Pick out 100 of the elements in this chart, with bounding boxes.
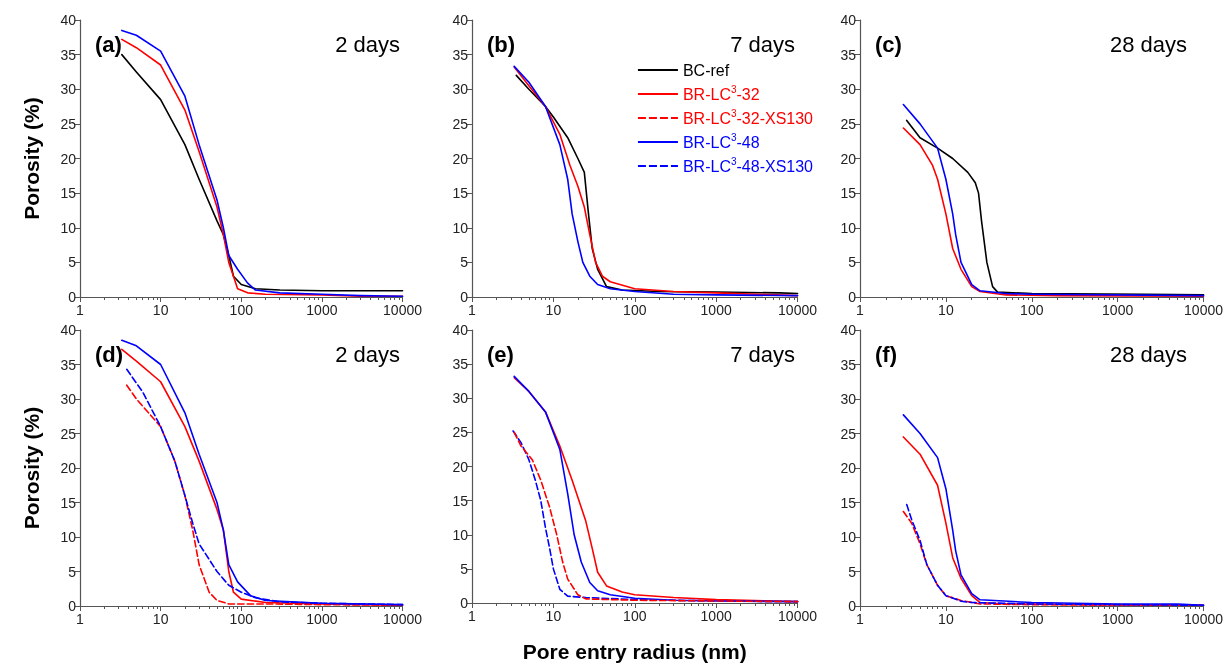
text: (a)	[95, 31, 122, 57]
y-axis-title: Porosity (%)	[20, 406, 43, 530]
text: (c)	[875, 31, 902, 57]
y-tick-label: 20	[60, 150, 77, 167]
y-tick-label: 20	[452, 458, 469, 475]
y-tick-label: 10	[60, 219, 77, 236]
y-tick-label: 40	[60, 12, 77, 28]
y-tick-label: 5	[848, 254, 857, 271]
x-tick-label: 100	[623, 302, 647, 318]
text: (b)	[487, 31, 516, 57]
x-tick-label: 100	[1020, 302, 1044, 318]
x-tick-label: 1	[468, 302, 477, 318]
y-tick-label: 30	[452, 390, 469, 407]
text: 28 days	[1109, 31, 1188, 57]
x-tick-label: 1	[856, 302, 865, 318]
y-tick-label: 35	[60, 46, 77, 63]
text: 7 days	[730, 341, 796, 367]
y-tick-label: 10	[452, 219, 469, 236]
y-tick-label: 0	[68, 289, 77, 305]
text: (d)	[95, 341, 124, 367]
y-tick-label: 15	[840, 185, 857, 202]
y-tick-label: 10	[452, 526, 469, 543]
y-tick-label: 10	[840, 219, 857, 236]
y-tick-label: 30	[840, 391, 857, 407]
text: 2 days	[335, 341, 401, 367]
y-tick-label: 15	[60, 185, 77, 202]
x-tick-label: 1000	[700, 608, 732, 624]
y-tick-label: 25	[60, 425, 77, 442]
y-tick-label: 15	[60, 494, 77, 511]
y-tick-label: 40	[452, 322, 469, 338]
y-tick-label: 0	[848, 598, 857, 614]
y-tick-label: 25	[840, 115, 857, 132]
x-axis-title: Pore entry radius (nm)	[522, 640, 747, 663]
x-tick-label: 10	[938, 611, 954, 627]
y-tick-label: 20	[840, 150, 857, 167]
y-tick-label: 10	[840, 529, 857, 545]
y-tick-label: 5	[848, 563, 857, 580]
x-tick-label: 100	[623, 608, 647, 624]
y-tick-label: 35	[840, 356, 857, 373]
x-tick-label: 10000	[778, 608, 818, 624]
y-tick-label: 25	[60, 115, 77, 132]
x-tick-label: 1000	[1102, 302, 1134, 318]
text: (f)	[875, 341, 897, 367]
y-tick-label: 40	[840, 322, 857, 338]
x-tick-label: 1000	[700, 302, 732, 318]
text: 7 days	[730, 31, 796, 57]
y-tick-label: 25	[452, 115, 469, 132]
x-tick-label: 10	[152, 611, 169, 627]
x-tick-label: 100	[1020, 611, 1044, 627]
y-tick-label: 15	[452, 492, 469, 509]
y-tick-label: 35	[60, 356, 77, 373]
x-tick-label: 1	[76, 611, 85, 627]
y-tick-label: 5	[68, 563, 77, 580]
y-tick-label: 15	[840, 494, 857, 511]
y-tick-label: 20	[452, 150, 469, 167]
y-tick-label: 5	[68, 254, 77, 271]
y-tick-label: 20	[60, 460, 77, 476]
y-tick-label: 10	[60, 529, 77, 545]
x-tick-label: 100	[229, 611, 254, 627]
y-tick-label: 30	[60, 391, 77, 407]
x-tick-label: 1000	[306, 302, 338, 318]
y-tick-label: 0	[460, 289, 469, 305]
y-tick-label: 35	[452, 356, 469, 373]
legend-label: BC-ref	[682, 61, 730, 79]
text: (e)	[487, 341, 514, 367]
x-tick-label: 100	[229, 302, 254, 318]
x-tick-label: 10000	[383, 611, 423, 627]
y-tick-label: 0	[460, 595, 469, 611]
x-tick-label: 1000	[1102, 611, 1134, 627]
y-tick-label: 20	[840, 460, 857, 476]
y-tick-label: 30	[452, 81, 469, 98]
x-tick-label: 10	[545, 302, 562, 318]
x-tick-label: 1	[468, 608, 477, 624]
x-tick-label: 1000	[306, 611, 338, 627]
y-tick-label: 40	[840, 12, 857, 28]
text: 2 days	[335, 31, 401, 57]
y-axis-title: Porosity (%)	[20, 97, 43, 220]
y-tick-label: 35	[840, 46, 857, 63]
y-tick-label: 15	[452, 185, 469, 202]
y-tick-label: 0	[848, 289, 857, 305]
y-tick-label: 40	[60, 322, 77, 338]
x-tick-label: 1	[76, 302, 85, 318]
y-tick-label: 25	[840, 425, 857, 442]
x-tick-label: 10	[152, 302, 169, 318]
y-tick-label: 25	[452, 424, 469, 441]
x-tick-label: 10000	[1184, 302, 1224, 318]
y-tick-label: 30	[60, 81, 77, 98]
y-tick-label: 5	[460, 560, 469, 577]
x-tick-label: 10000	[383, 302, 423, 318]
text: 28 days	[1109, 341, 1188, 367]
x-tick-label: 10000	[778, 302, 818, 318]
y-tick-label: 0	[68, 598, 77, 614]
y-tick-label: 35	[452, 46, 469, 63]
x-tick-label: 10	[938, 302, 954, 318]
y-tick-label: 40	[452, 12, 469, 28]
x-tick-label: 1	[856, 611, 865, 627]
x-tick-label: 10	[545, 608, 562, 624]
y-tick-label: 30	[840, 81, 857, 98]
y-tick-label: 5	[460, 254, 469, 271]
x-tick-label: 10000	[1184, 611, 1224, 627]
